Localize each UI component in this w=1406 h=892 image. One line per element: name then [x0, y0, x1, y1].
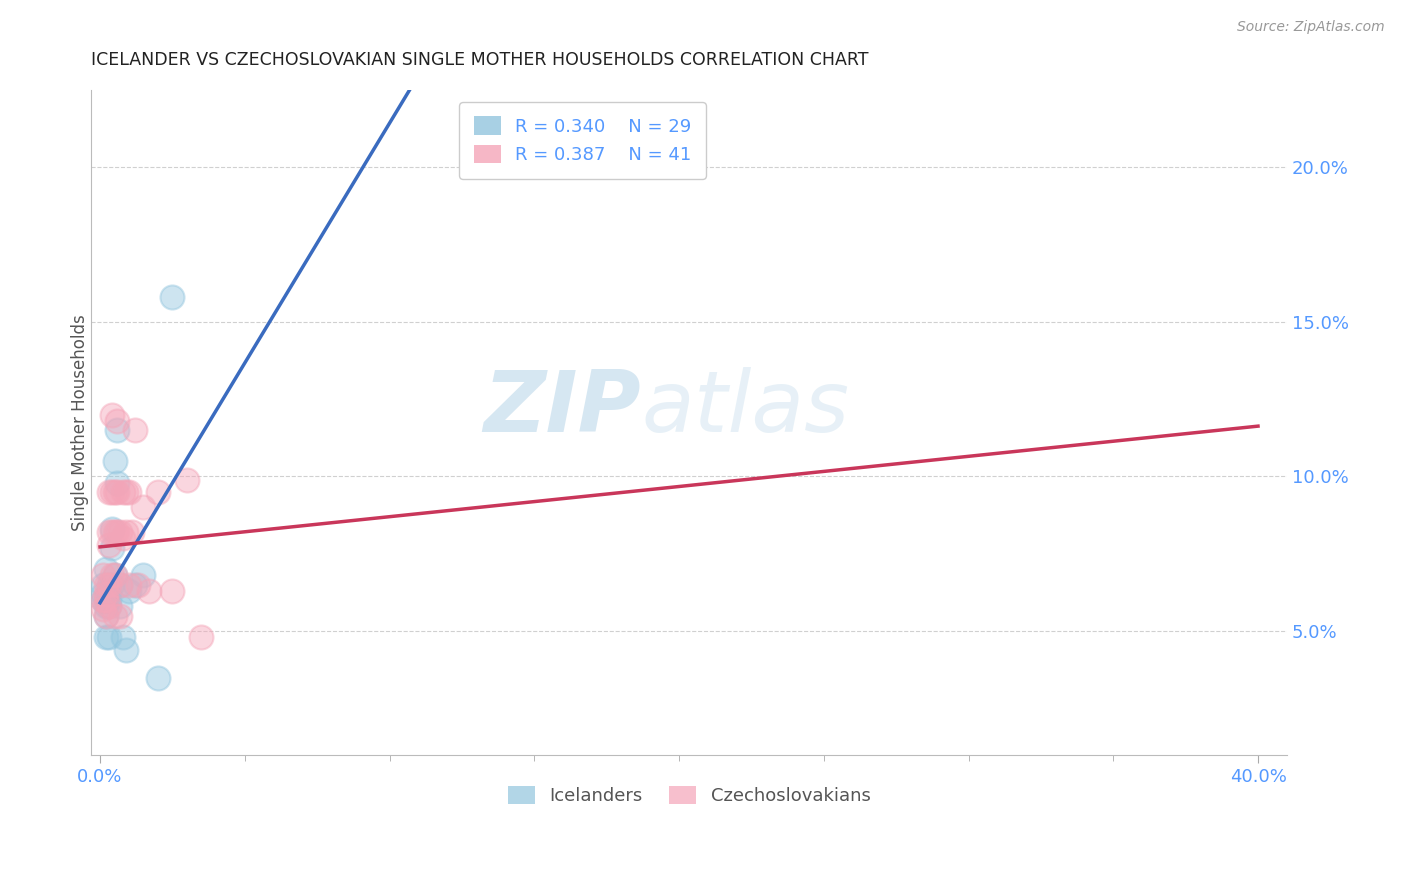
Point — [121, 525, 143, 540]
Point — [118, 583, 141, 598]
Text: atlas: atlas — [641, 368, 849, 450]
Point — [91, 602, 114, 616]
Point — [112, 484, 135, 499]
Point — [103, 608, 125, 623]
Text: Source: ZipAtlas.com: Source: ZipAtlas.com — [1237, 20, 1385, 34]
Point — [91, 593, 114, 607]
Point — [100, 522, 122, 536]
Point — [91, 568, 114, 582]
Point — [127, 578, 149, 592]
Point — [112, 531, 135, 545]
Point — [91, 578, 114, 592]
Point — [132, 568, 155, 582]
Point — [100, 541, 122, 555]
Point — [91, 593, 114, 607]
Point — [97, 578, 120, 592]
Point — [107, 525, 129, 540]
Point — [97, 537, 120, 551]
Text: ICELANDER VS CZECHOSLOVAKIAN SINGLE MOTHER HOUSEHOLDS CORRELATION CHART: ICELANDER VS CZECHOSLOVAKIAN SINGLE MOTH… — [91, 51, 869, 69]
Point — [97, 599, 120, 614]
Point — [103, 568, 125, 582]
Point — [190, 630, 212, 644]
Point — [176, 473, 198, 487]
Point — [103, 568, 125, 582]
Point — [162, 583, 184, 598]
Point — [118, 578, 141, 592]
Point — [97, 525, 120, 540]
Point — [97, 593, 120, 607]
Point — [100, 408, 122, 422]
Point — [138, 583, 160, 598]
Point — [107, 414, 129, 428]
Point — [91, 587, 114, 601]
Point — [107, 484, 129, 499]
Point — [110, 525, 132, 540]
Point — [124, 423, 146, 437]
Point — [146, 484, 169, 499]
Point — [115, 525, 138, 540]
Point — [94, 562, 117, 576]
Point — [162, 290, 184, 304]
Point — [110, 578, 132, 592]
Point — [94, 608, 117, 623]
Y-axis label: Single Mother Households: Single Mother Households — [72, 314, 89, 531]
Point — [100, 568, 122, 582]
Point — [100, 578, 122, 592]
Point — [94, 578, 117, 592]
Point — [100, 484, 122, 499]
Point — [132, 500, 155, 515]
Point — [107, 475, 129, 490]
Point — [118, 484, 141, 499]
Point — [110, 578, 132, 592]
Point — [110, 608, 132, 623]
Point — [94, 593, 117, 607]
Point — [94, 593, 117, 607]
Point — [107, 423, 129, 437]
Point — [103, 454, 125, 468]
Point — [115, 484, 138, 499]
Point — [146, 671, 169, 685]
Point — [103, 484, 125, 499]
Point — [124, 578, 146, 592]
Point — [94, 630, 117, 644]
Text: ZIP: ZIP — [484, 368, 641, 450]
Point — [97, 484, 120, 499]
Point — [112, 630, 135, 644]
Point — [97, 578, 120, 592]
Point — [115, 642, 138, 657]
Legend: Icelanders, Czechoslovakians: Icelanders, Czechoslovakians — [501, 779, 877, 813]
Point — [94, 599, 117, 614]
Point — [103, 525, 125, 540]
Point — [97, 583, 120, 598]
Point — [100, 525, 122, 540]
Point — [97, 630, 120, 644]
Point — [94, 608, 117, 623]
Point — [110, 599, 132, 614]
Point — [97, 599, 120, 614]
Point — [94, 587, 117, 601]
